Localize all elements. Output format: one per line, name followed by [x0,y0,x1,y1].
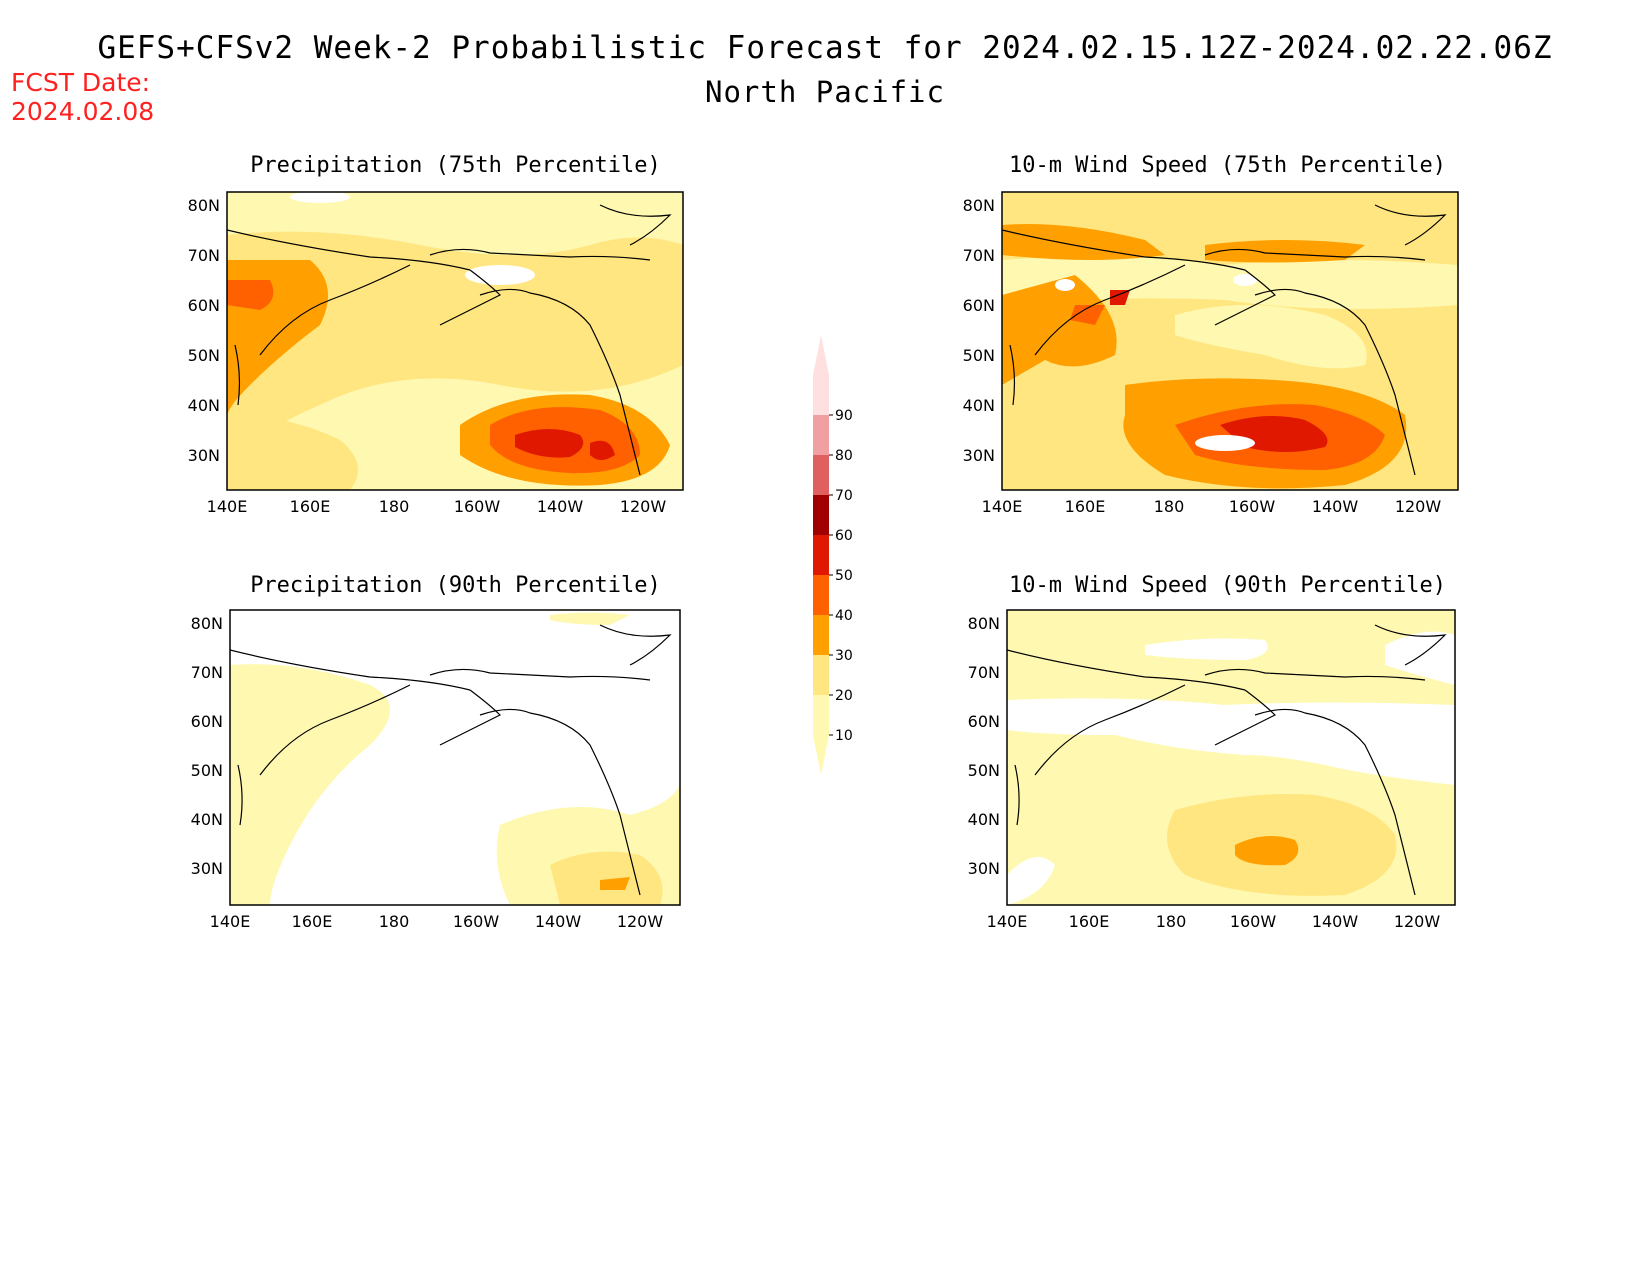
lon-label: 140W [1312,497,1359,516]
lon-label: 160W [1230,912,1277,931]
lon-label: 140E [987,912,1028,931]
colorbar-swatch [813,415,829,455]
lat-label: 40N [963,396,995,415]
lat-label: 30N [191,859,223,878]
panel-title-precip-75: Precipitation (75th Percentile) [250,153,661,178]
lat-label: 80N [968,614,1000,633]
lon-label: 140W [537,497,584,516]
lon-label: 120W [1394,912,1441,931]
lon-label: 180 [1156,912,1187,931]
map-wind-90: 80N 70N 60N 50N 40N 30N 140E 160E 180 16… [968,609,1456,931]
lat-label: 30N [188,446,220,465]
colorbar-label: 90 [835,408,853,424]
lon-label: 140W [1312,912,1359,931]
lat-label: 80N [191,614,223,633]
lon-label: 140E [982,497,1023,516]
lon-label: 160W [454,497,501,516]
lon-label: 160E [292,912,333,931]
map-precip-75: 80N 70N 60N 50N 40N 30N 140E 160E 180 16… [188,191,684,516]
lon-label: 160W [453,912,500,931]
lon-label: 180 [379,497,410,516]
lon-label: 160E [1069,912,1110,931]
panel-title-precip-90: Precipitation (90th Percentile) [250,573,661,598]
colorbar-label: 10 [835,728,853,744]
colorbar-label: 50 [835,568,853,584]
lat-label: 60N [968,712,1000,731]
lat-label: 50N [191,761,223,780]
colorbar-swatch [813,695,829,735]
colorbar-swatch [813,575,829,615]
lat-label: 70N [188,246,220,265]
colorbar-swatch [813,375,829,415]
lat-label: 50N [963,346,995,365]
colorbar-swatch [813,655,829,695]
lon-label: 140W [535,912,582,931]
panel-title-wind-75: 10-m Wind Speed (75th Percentile) [1008,153,1447,178]
figure-title: GEFS+CFSv2 Week-2 Probabilistic Forecast… [97,30,1553,66]
lon-label: 140E [210,912,251,931]
colorbar-label: 40 [835,608,853,624]
colorbar-swatch [813,455,829,495]
map-wind-75: 80N 70N 60N 50N 40N 30N 140E 160E 180 16… [963,191,1459,516]
lon-label: 160W [1229,497,1276,516]
colorbar-swatch [813,535,829,575]
lat-label: 70N [963,246,995,265]
lat-label: 40N [191,810,223,829]
colorbar-swatch [813,615,829,655]
lon-label: 180 [379,912,410,931]
lon-label: 120W [1395,497,1442,516]
colorbar-label: 60 [835,528,853,544]
lat-label: 60N [188,296,220,315]
lat-label: 80N [188,196,220,215]
colorbar-label: 80 [835,448,853,464]
lat-label: 70N [191,663,223,682]
lon-label: 160E [290,497,331,516]
lat-label: 70N [968,663,1000,682]
colorbar-swatch [813,495,829,535]
lat-label: 80N [963,196,995,215]
lon-label: 180 [1154,497,1185,516]
colorbar-top-arrow [813,335,829,375]
figure-subtitle: North Pacific [705,75,945,109]
lon-label: 160E [1065,497,1106,516]
colorbar-label: 20 [835,688,853,704]
lat-label: 50N [968,761,1000,780]
lon-label: 140E [207,497,248,516]
lat-label: 50N [188,346,220,365]
colorbar-bottom-arrow [813,735,829,775]
colorbar-label: 30 [835,648,853,664]
lat-label: 30N [968,859,1000,878]
lat-label: 60N [963,296,995,315]
panel-title-wind-90: 10-m Wind Speed (90th Percentile) [1008,573,1447,598]
map-precip-90: 80N 70N 60N 50N 40N 30N 140E 160E 180 16… [191,609,681,931]
colorbar-label: 70 [835,488,853,504]
lon-label: 120W [617,912,664,931]
lat-label: 60N [191,712,223,731]
forecast-date-label: FCST Date: [11,68,151,97]
lon-label: 120W [620,497,667,516]
lat-label: 40N [188,396,220,415]
lat-label: 40N [968,810,1000,829]
forecast-date-value: 2024.02.08 [11,97,155,126]
lat-label: 30N [963,446,995,465]
colorbar: 10 20 30 40 50 60 70 80 90 [813,335,853,775]
